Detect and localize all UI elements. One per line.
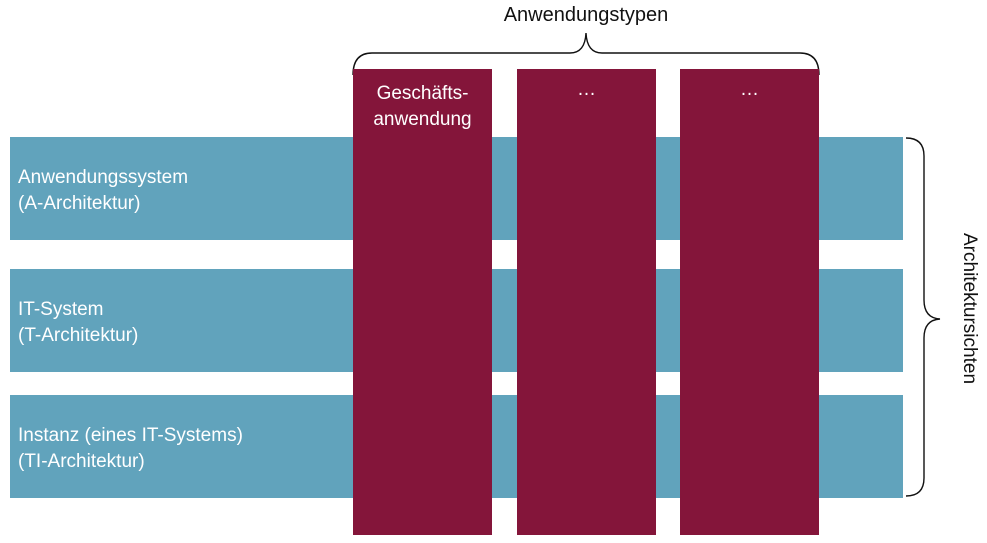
row-label-line2: (A-Architektur) [18, 193, 141, 214]
columns-title: Anwendungstypen [503, 4, 669, 26]
column-business-application: Geschäfts- anwendung [353, 69, 492, 535]
column-placeholder-1: … [517, 69, 656, 535]
row-label: Anwendungssystem (A-Architektur) [18, 165, 188, 217]
row-label: Instanz (eines IT-Systems) (TI-Architekt… [18, 423, 243, 475]
rows-title: Architektursichten [959, 233, 980, 385]
row-label-line1: Instanz (eines IT-Systems) [18, 425, 243, 446]
column-label: … [517, 77, 656, 103]
row-label-line2: (TI-Architektur) [18, 451, 145, 472]
column-label-line1: … [577, 79, 596, 100]
row-label-line1: Anwendungssystem [18, 167, 189, 188]
column-placeholder-2: … [680, 69, 819, 535]
column-label-line1: … [740, 79, 759, 100]
row-label: IT-System (T-Architektur) [18, 297, 138, 349]
row-label-line1: IT-System [18, 299, 104, 320]
column-label: … [680, 77, 819, 103]
row-label-line2: (T-Architektur) [18, 325, 139, 346]
column-label-line1: Geschäfts- [376, 83, 469, 104]
column-label-line2: anwendung [373, 109, 472, 130]
column-label: Geschäfts- anwendung [353, 81, 492, 133]
